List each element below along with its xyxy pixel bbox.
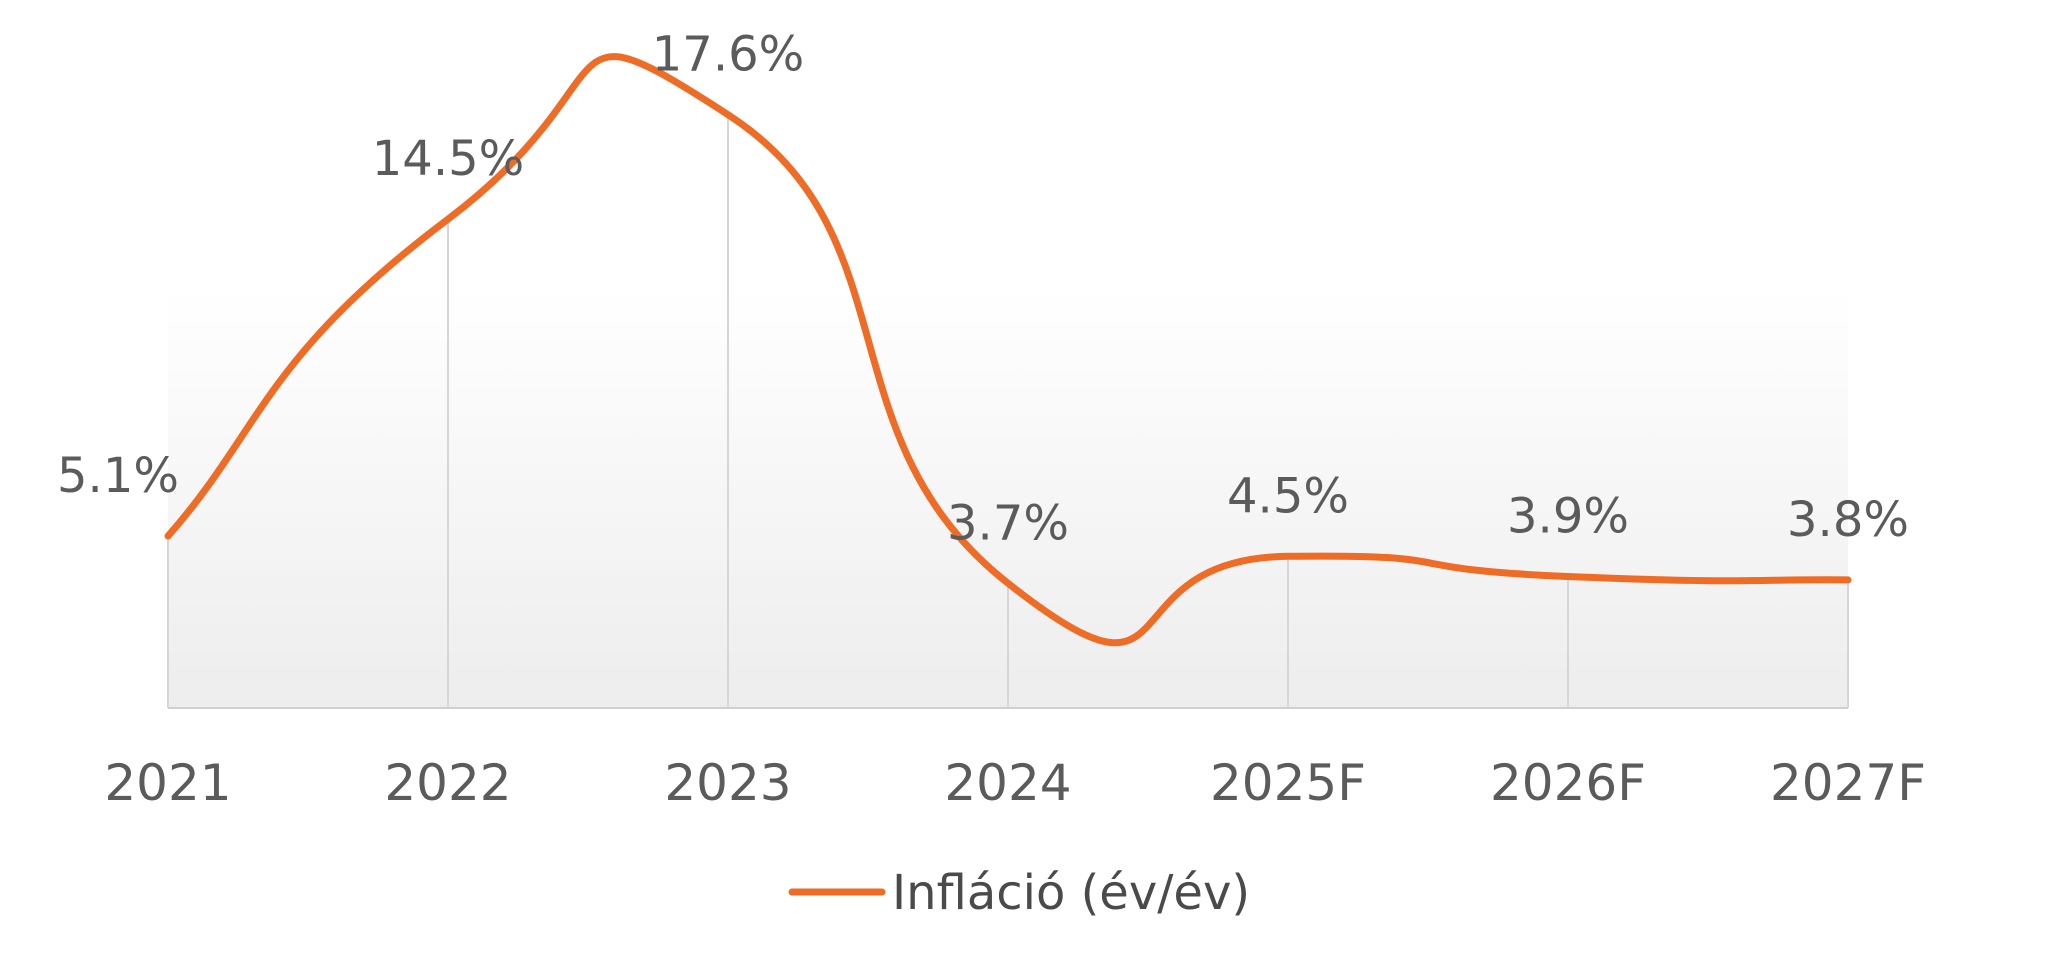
data-label-2023: 17.6% xyxy=(652,27,804,83)
data-label-2021: 5.1% xyxy=(57,448,179,504)
vertical-gridlines xyxy=(167,114,1849,708)
x-tick-label-2021: 2021 xyxy=(104,754,231,812)
x-tick-label-2024: 2024 xyxy=(944,754,1071,812)
data-point-2023 xyxy=(724,111,732,119)
x-axis-tick-labels: 2021 2022 2023 2024 2025F 2026F 2027F xyxy=(104,754,1926,812)
x-tick-label-2026f: 2026F xyxy=(1490,754,1646,812)
data-label-2024: 3.7% xyxy=(947,495,1069,551)
legend: Infláció (év/év) xyxy=(788,865,1250,921)
data-labels: 5.1% 14.5% 17.6% 3.7% 4.5% 3.9% 3.8% xyxy=(57,27,1909,552)
x-tick-label-2023: 2023 xyxy=(664,754,791,812)
data-point-2022 xyxy=(444,215,452,223)
data-label-2026f: 3.9% xyxy=(1507,489,1629,545)
legend-label: Infláció (év/év) xyxy=(892,865,1250,921)
data-point-2021 xyxy=(164,532,172,540)
data-point-2025f xyxy=(1284,552,1292,560)
data-point-2027f xyxy=(1844,576,1852,584)
x-tick-label-2027f: 2027F xyxy=(1770,754,1926,812)
data-point-2026f xyxy=(1564,573,1572,581)
data-point-2024 xyxy=(1004,579,1012,587)
x-tick-label-2022: 2022 xyxy=(384,754,511,812)
data-label-2027f: 3.8% xyxy=(1787,492,1909,548)
series-group xyxy=(164,53,1852,647)
series-line-inflacio xyxy=(164,53,1852,647)
data-label-2022: 14.5% xyxy=(372,131,524,187)
data-label-2025f: 4.5% xyxy=(1227,468,1349,524)
x-tick-label-2025f: 2025F xyxy=(1210,754,1366,812)
